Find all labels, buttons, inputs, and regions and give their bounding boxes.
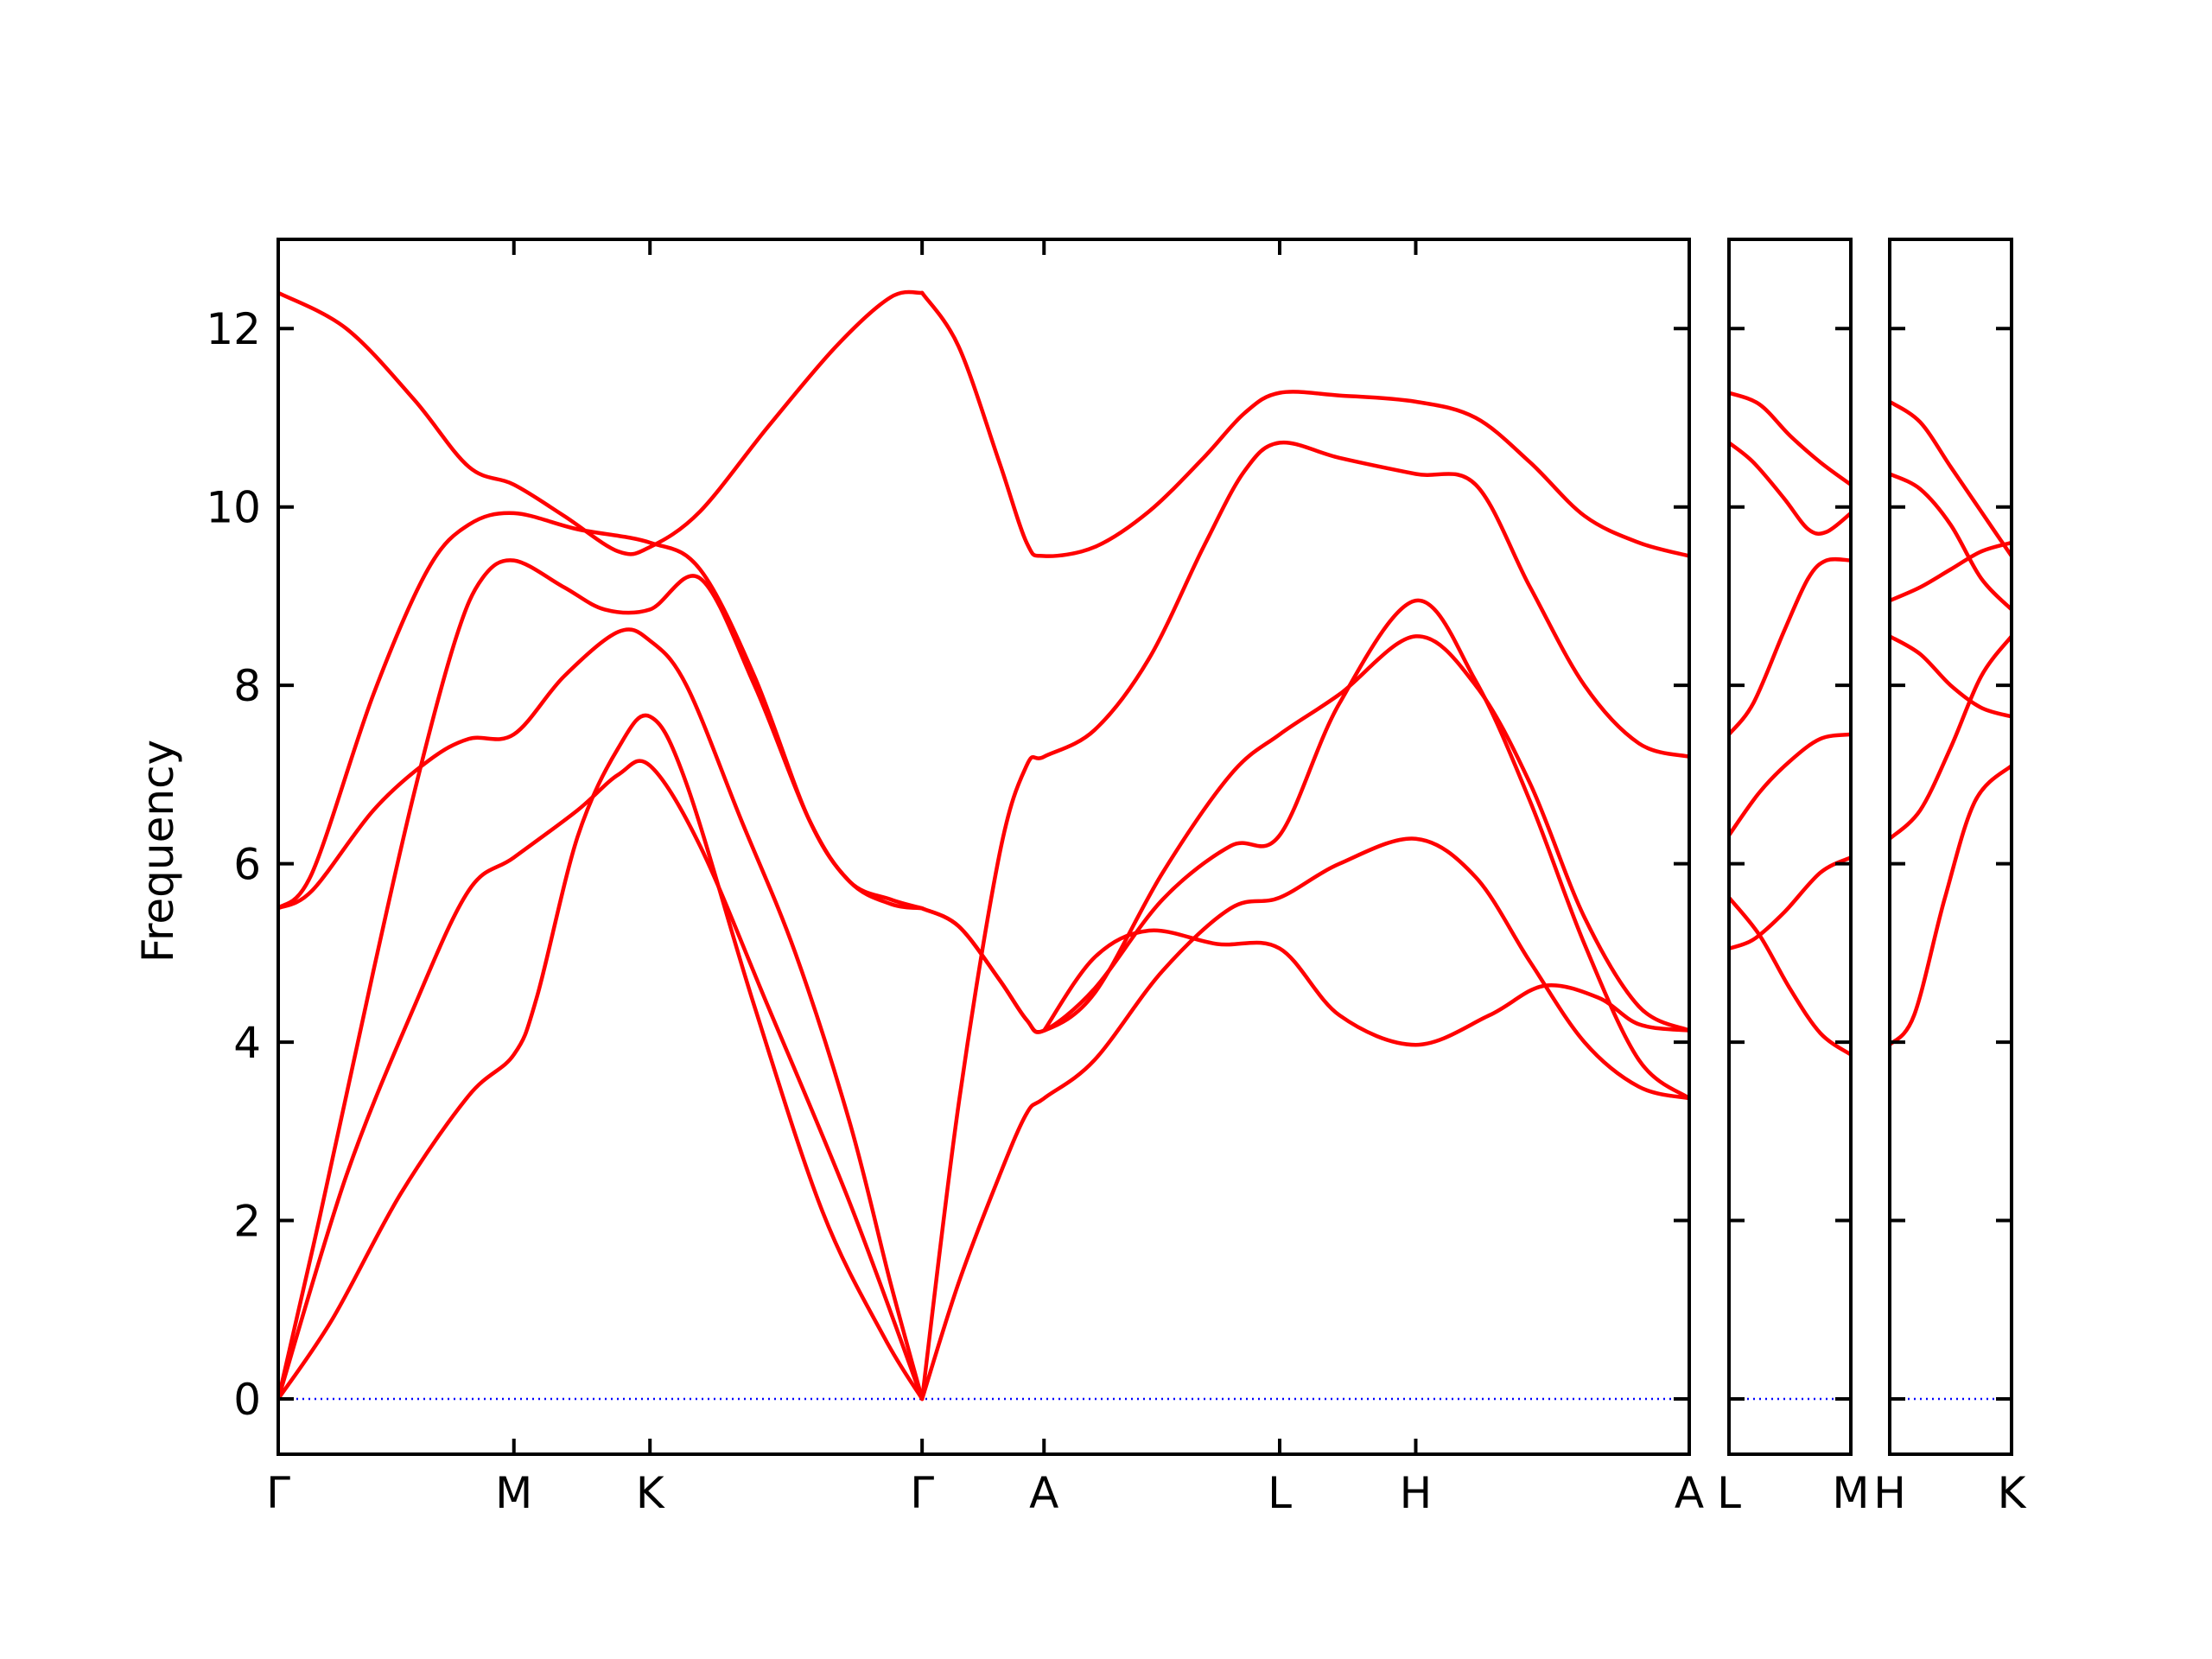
x-tick-label: K: [636, 1468, 665, 1518]
band-line-1: [1729, 391, 1851, 487]
x-tick-label: M: [495, 1468, 532, 1518]
panel-frame: [1727, 238, 1853, 1456]
band-line-6: [1729, 855, 1851, 950]
y-axis-label: Frequency: [133, 740, 183, 963]
panel-frame: [276, 238, 1691, 1456]
band-line-9: [919, 836, 1689, 1402]
panel-main: 0 2 4 6 8 10 12 Γ M K Γ A L H A: [206, 238, 1704, 1518]
band-line-10: [919, 598, 1689, 1101]
x-tick-label: K: [1998, 1468, 2027, 1518]
x-tick-label: Γ: [266, 1468, 290, 1518]
band-line-3: [1729, 556, 1851, 737]
x-tick-label: A: [1029, 1468, 1058, 1518]
band-line-4: [278, 627, 925, 1402]
y-tick-label: 6: [233, 840, 261, 890]
band-line-1: [278, 713, 925, 1402]
y-tick-label: 10: [206, 483, 261, 533]
band-line-12: [1042, 928, 1689, 1047]
band-line-6: [278, 289, 925, 556]
y-tick-label: 4: [233, 1018, 261, 1068]
band-line-5: [278, 511, 925, 911]
x-tick-label: L: [1717, 1468, 1741, 1518]
band-line-4: [1729, 732, 1851, 837]
y-tick-label: 12: [206, 304, 261, 354]
band-line-3: [1890, 540, 2012, 603]
x-tick-label: A: [1675, 1468, 1704, 1518]
x-tick-label: L: [1268, 1468, 1292, 1518]
x-tick-label: Γ: [910, 1468, 934, 1518]
x-tick-label: H: [1400, 1468, 1433, 1518]
band-line-1: [1890, 399, 2012, 558]
band-line-5: [1890, 634, 2012, 841]
x-tick-label: H: [1873, 1468, 1906, 1518]
band-line-2: [278, 759, 925, 1402]
band-line-11: [919, 634, 1689, 1034]
band-line-4: [1890, 634, 2012, 719]
band-line-2: [1890, 472, 2012, 612]
bands: [1890, 399, 2012, 1047]
y-tick-label: 2: [233, 1197, 261, 1247]
bands: [278, 289, 1689, 1402]
band-line-8: [919, 440, 1689, 1402]
y-tick-label: 8: [233, 661, 261, 711]
band-line-5: [1729, 895, 1851, 1057]
band-line-7: [919, 290, 1689, 558]
y-tick-label: 0: [233, 1375, 261, 1425]
panel-frame: [1888, 238, 2013, 1456]
x-tick-label: M: [1832, 1468, 1869, 1518]
bands: [1729, 391, 1851, 1057]
band-line-6: [1890, 763, 2012, 1047]
band-line-2: [1729, 441, 1851, 536]
